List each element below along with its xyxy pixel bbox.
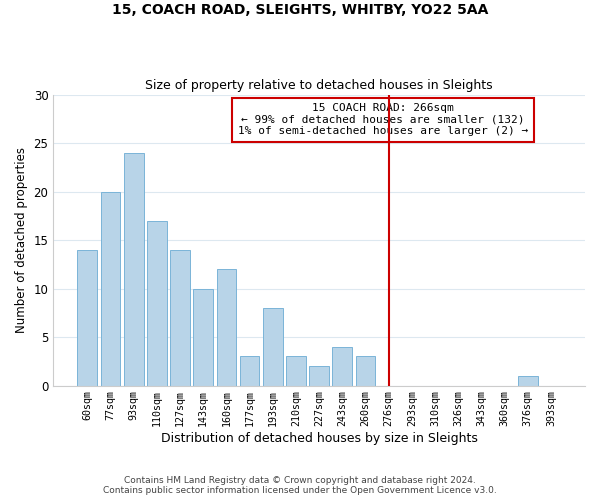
Bar [193,288,213,386]
Bar [124,153,143,386]
Bar [101,192,121,386]
Bar [147,220,167,386]
Bar [170,250,190,386]
Text: Contains HM Land Registry data © Crown copyright and database right 2024.
Contai: Contains HM Land Registry data © Crown c… [103,476,497,495]
X-axis label: Distribution of detached houses by size in Sleights: Distribution of detached houses by size … [161,432,478,445]
Bar [332,347,352,386]
Bar [263,308,283,386]
Text: 15, COACH ROAD, SLEIGHTS, WHITBY, YO22 5AA: 15, COACH ROAD, SLEIGHTS, WHITBY, YO22 5… [112,2,488,16]
Bar [240,356,259,386]
Text: 15 COACH ROAD: 266sqm
← 99% of detached houses are smaller (132)
1% of semi-deta: 15 COACH ROAD: 266sqm ← 99% of detached … [238,104,528,136]
Y-axis label: Number of detached properties: Number of detached properties [15,147,28,333]
Bar [286,356,306,386]
Bar [77,250,97,386]
Bar [217,269,236,386]
Bar [518,376,538,386]
Bar [356,356,376,386]
Bar [309,366,329,386]
Title: Size of property relative to detached houses in Sleights: Size of property relative to detached ho… [145,79,493,92]
